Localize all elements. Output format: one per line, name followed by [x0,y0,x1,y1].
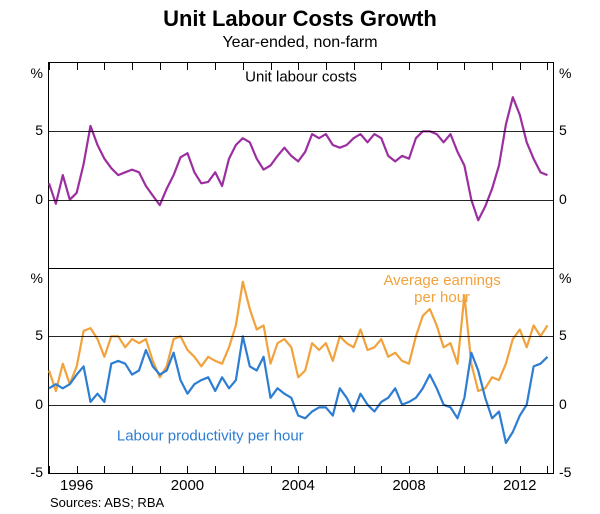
pct-symbol: % [3,65,49,81]
pct-symbol: % [3,270,49,286]
x-tickmark [520,62,521,70]
x-tick-label: 2012 [503,473,536,494]
x-tickmark [381,466,382,474]
y-tick-label: 0 [553,396,599,412]
y-tick-label: 5 [553,122,599,138]
x-tickmark [215,62,216,70]
x-tickmark [464,62,465,70]
series-unit-labour-costs [49,97,548,220]
gridline [49,200,553,201]
x-tickmark [492,466,493,474]
top-panel-svg [49,63,553,268]
x-tickmark [437,62,438,70]
x-tickmark [437,466,438,474]
x-tickmark [77,62,78,70]
x-tick-label: 2008 [392,473,425,494]
gridline [49,336,553,337]
x-tickmark [354,466,355,474]
y-tick-label: 5 [553,327,599,343]
chart-title: Unit Labour Costs Growth [0,0,600,32]
x-tickmark [187,62,188,70]
x-tickmark [547,466,548,474]
series-label: Labour productivity per hour [117,428,304,445]
x-tickmark [381,62,382,70]
x-tickmark [326,62,327,70]
x-tick-label: 2000 [171,473,204,494]
y-tick-label: 0 [553,191,599,207]
x-tickmark [271,62,272,70]
panel-bottom: -5-50055%%Average earningsper hourLabour… [49,268,553,473]
y-tick-label: -5 [3,464,49,480]
x-tick-label: 1996 [60,473,93,494]
x-tickmark [326,466,327,474]
chart-subtitle: Year-ended, non-farm [0,34,600,52]
chart-container: Unit Labour Costs Growth Year-ended, non… [0,0,600,514]
x-tickmark [215,466,216,474]
y-tick-label: 5 [3,327,49,343]
x-tickmark [104,62,105,70]
sources-text: Sources: ABS; RBA [50,495,164,510]
x-tickmark [132,466,133,474]
x-tickmark [298,62,299,70]
y-tick-label: 5 [3,122,49,138]
pct-symbol: % [553,65,599,81]
y-tick-label: 0 [3,396,49,412]
x-tickmark [49,466,50,474]
x-tickmark [49,62,50,70]
x-tickmark [354,62,355,70]
x-tickmark [271,466,272,474]
x-tickmark [160,466,161,474]
x-tickmark [160,62,161,70]
x-tickmark [243,62,244,70]
series-label: Unit labour costs [245,68,357,85]
gridline [49,131,553,132]
pct-symbol: % [553,270,599,286]
x-tickmark [464,466,465,474]
gridline [49,405,553,406]
x-tickmark [132,62,133,70]
x-tickmark [547,62,548,70]
y-tick-label: -5 [553,464,599,480]
x-tickmark [104,466,105,474]
x-tickmark [409,62,410,70]
x-tickmark [243,466,244,474]
series-label: Average earningsper hour [357,271,527,306]
x-tick-label: 2004 [282,473,315,494]
y-tick-label: 0 [3,191,49,207]
x-tickmark [492,62,493,70]
plot-area: 0055%%Unit labour costs -5-50055%%Averag… [48,62,554,474]
panel-top: 0055%%Unit labour costs [49,63,553,269]
